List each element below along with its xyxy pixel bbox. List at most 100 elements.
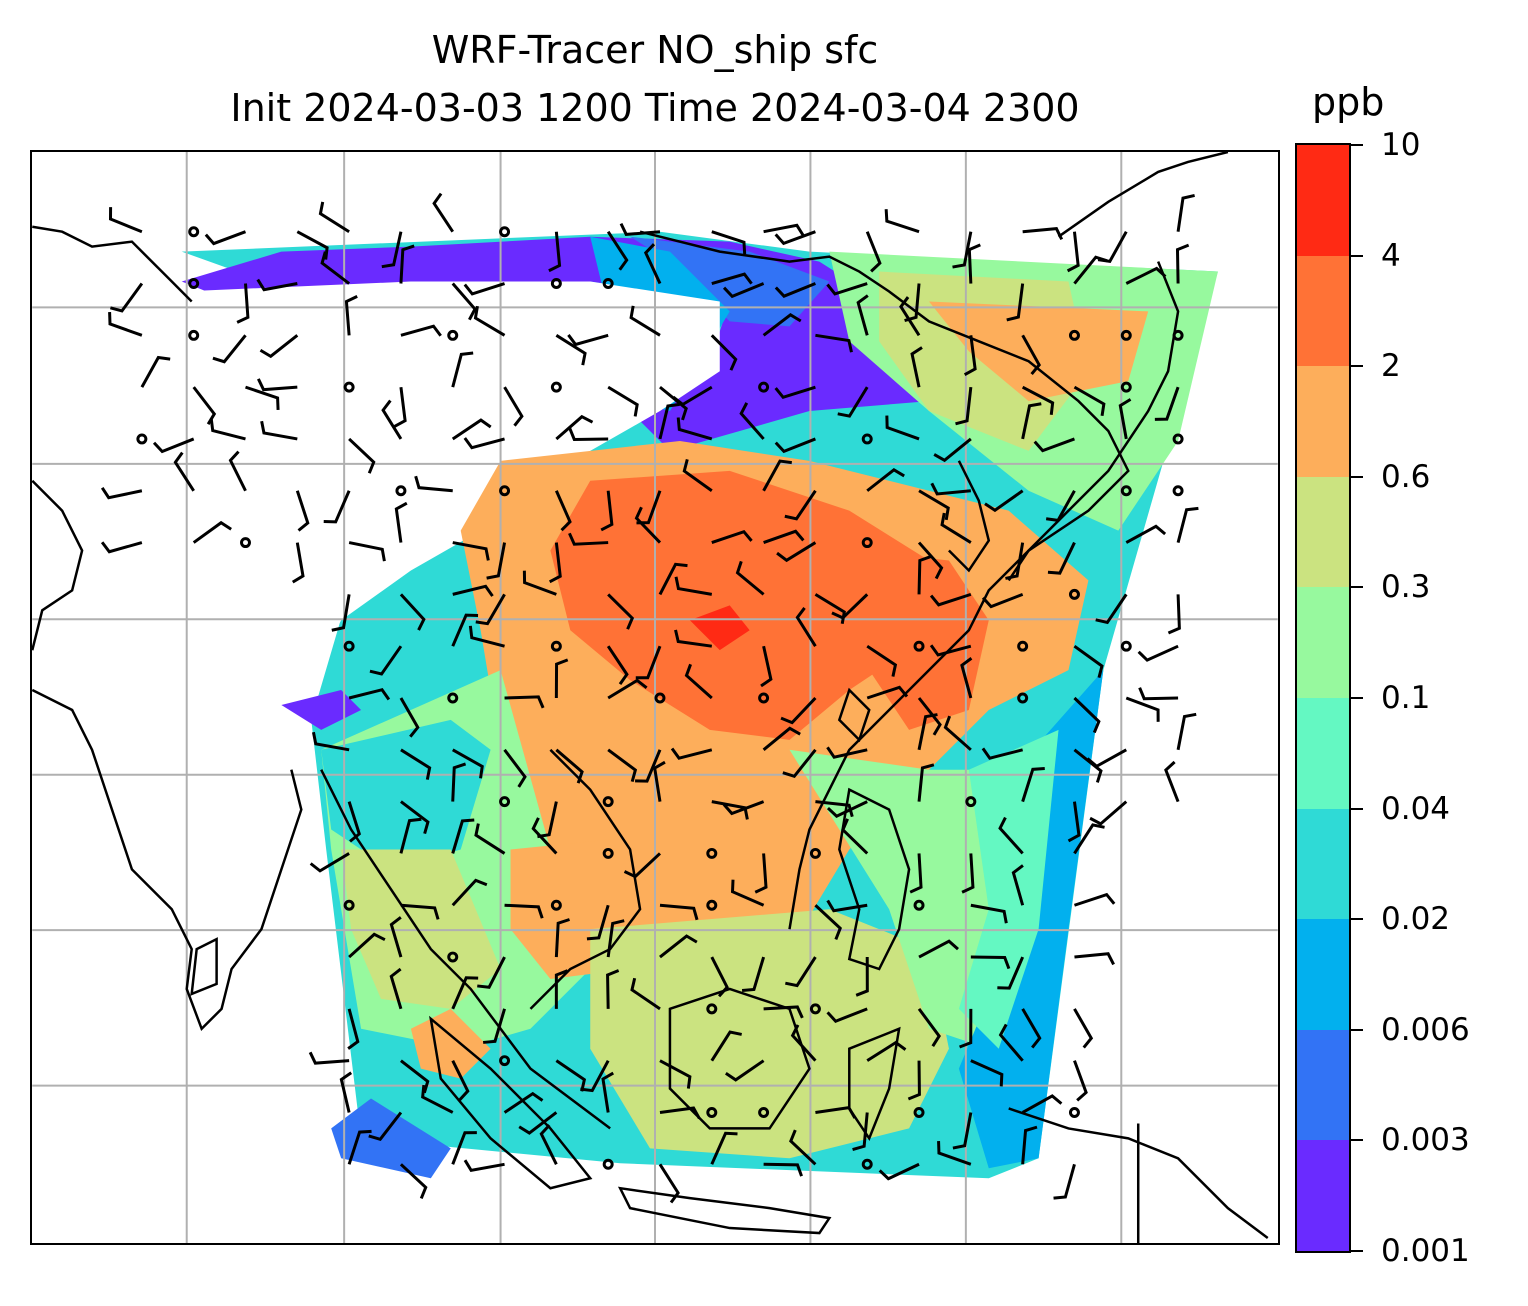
wind-barb [1067, 801, 1081, 843]
wind-barb [710, 1030, 742, 1062]
colorbar-tick [1351, 365, 1363, 368]
coast-indochina [320, 769, 611, 1130]
wind-barb [785, 956, 817, 988]
coast-philippines [838, 787, 911, 971]
wind-barb [952, 1112, 973, 1150]
wind-barb [658, 402, 680, 440]
calm-wind-marker [1172, 485, 1184, 497]
wind-barb [1005, 542, 1025, 580]
calm-wind-marker [343, 899, 355, 911]
wind-barb [1021, 385, 1055, 416]
wind-barb [837, 386, 869, 418]
wind-barb [555, 334, 587, 366]
wind-barb [1073, 823, 1105, 855]
calm-wind-marker [602, 796, 614, 808]
wind-barb [475, 593, 506, 626]
wind-barb [674, 629, 712, 648]
wind-barb [204, 230, 247, 246]
wind-barb [774, 230, 816, 246]
field-pacific-cyan [958, 729, 1059, 1049]
wind-barb [414, 475, 453, 493]
wind-barb [381, 399, 403, 440]
wind-barb [522, 570, 557, 596]
wind-barb [399, 593, 426, 631]
wind-barb [623, 852, 662, 879]
wind-barb [504, 695, 545, 709]
wind-barb [548, 231, 562, 273]
map-canvas [32, 152, 1278, 1243]
wind-barb [1066, 231, 1080, 273]
wind-barb [369, 645, 403, 676]
wind-barb [739, 402, 765, 440]
wind-barb [451, 762, 467, 802]
wind-barb [918, 939, 959, 959]
wind-barb [710, 1131, 738, 1165]
wind-barb [634, 506, 662, 544]
colorbar [1295, 143, 1351, 1253]
wind-barb [780, 696, 817, 725]
wind-barb [554, 658, 569, 699]
wind-barb [110, 282, 144, 313]
wind-barb [659, 934, 698, 959]
wind-barb [463, 282, 506, 296]
colorbar-segment [1297, 255, 1349, 367]
wind-barb [725, 1059, 765, 1082]
wind-barb [1073, 1060, 1088, 1102]
colorbar-tick [1351, 807, 1363, 810]
wind-barb [918, 489, 950, 521]
calm-wind-marker [447, 329, 459, 341]
wind-barb [1073, 644, 1104, 678]
wind-barb [503, 1091, 544, 1114]
wind-barb [348, 688, 391, 701]
wind-barb [339, 1071, 353, 1113]
wind-barb [763, 529, 805, 544]
calm-wind-marker [499, 226, 511, 238]
wind-barb [722, 800, 765, 816]
wind-barb [909, 853, 923, 894]
wind-barb [451, 1060, 470, 1101]
wind-barb [295, 490, 310, 532]
wind-barb [486, 542, 507, 580]
wind-barb [826, 800, 868, 819]
wind-barb [607, 593, 635, 630]
map-title-line2: Init 2024-03-03 1200 Time 2024-03-04 230… [230, 86, 1080, 130]
wind-barb [672, 385, 713, 407]
wind-barb [347, 1129, 372, 1165]
coast-taiwan [837, 687, 871, 743]
wind-barb [400, 800, 430, 835]
wind-barb [763, 1162, 803, 1177]
wind-barb [399, 697, 420, 738]
wind-barb [930, 482, 971, 496]
wind-barb [970, 955, 1011, 970]
wind-barb [311, 731, 350, 752]
wind-barb [607, 678, 648, 700]
wind-barb [1089, 800, 1128, 826]
wind-barb [389, 967, 403, 1010]
coast-arabia [32, 479, 84, 651]
wind-barb [658, 562, 688, 596]
wind-barb [318, 201, 350, 233]
wind-barb [1176, 506, 1199, 543]
wind-barb [173, 451, 195, 492]
wind-barb [451, 1131, 477, 1165]
wind-barb [451, 818, 475, 854]
wind-barb [554, 490, 572, 532]
calm-wind-marker [1120, 640, 1132, 652]
coast-japan [1007, 261, 1180, 582]
colorbar-unit-label: ppb [1312, 80, 1385, 124]
wind-barb [580, 1059, 610, 1093]
wind-barb [826, 282, 868, 296]
wind-barb [907, 1060, 921, 1101]
wind-barb [670, 747, 713, 760]
wind-barb [970, 1059, 1004, 1087]
wind-barb [212, 334, 247, 364]
wind-barb [393, 386, 407, 428]
colorbar-segment [1297, 808, 1349, 920]
wind-barb [659, 385, 688, 421]
wind-barb [548, 542, 562, 584]
wind-barb [482, 1008, 506, 1044]
wind-barb [348, 437, 376, 474]
colorbar-segment [1297, 919, 1349, 1030]
calm-wind-marker [550, 381, 562, 393]
calm-wind-marker [343, 640, 355, 652]
